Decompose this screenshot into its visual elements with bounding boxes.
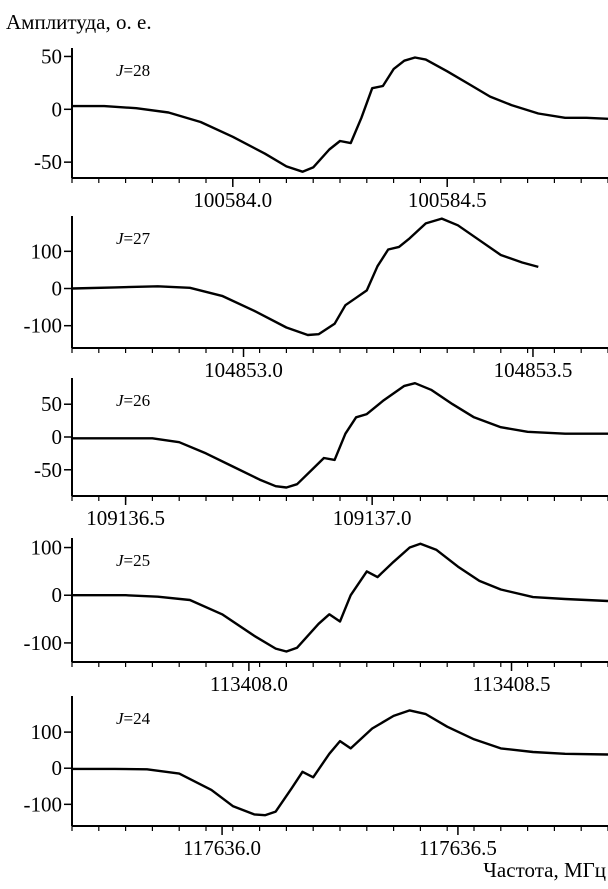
y-axis-title: Амплитуда, о. е. <box>6 10 152 34</box>
y-tick-label: 0 <box>52 277 63 301</box>
x-tick-label: 109136.5 <box>86 506 165 530</box>
panel-annotation: J=27 <box>116 229 151 248</box>
x-tick-label: 100584.0 <box>193 188 272 212</box>
spectrum-line <box>72 542 608 653</box>
y-tick-label: 0 <box>52 425 63 449</box>
y-tick-label: 50 <box>41 44 62 68</box>
x-tick-label: 109137.0 <box>333 506 412 530</box>
x-tick-label: 117636.5 <box>419 836 497 860</box>
spectrum-line <box>71 217 539 337</box>
panel-4: 117636.0 117636.5 100 0 -100 J=24 <box>24 696 608 860</box>
y-tick-label: -50 <box>34 458 62 482</box>
spectrum-line <box>72 56 608 173</box>
y-tick-label: 100 <box>31 720 63 744</box>
panel-annotation: J=26 <box>116 391 150 410</box>
y-tick-label: -100 <box>24 631 63 655</box>
x-tick-label: 117636.0 <box>183 836 261 860</box>
panel-annotation: J=25 <box>116 551 150 570</box>
panel-0: 100584.0 100584.5 50 0 -50 J=28 <box>34 44 608 212</box>
x-tick-label: 113408.5 <box>473 672 551 696</box>
x-tick-label: 104853.5 <box>494 358 573 382</box>
y-tick-label: 0 <box>52 97 63 121</box>
y-tick-label: -50 <box>34 150 62 174</box>
panel-3: 113408.0 113408.5 100 0 -100 J=25 <box>24 536 608 696</box>
spectrum-line <box>72 709 608 817</box>
panel-annotation: J=28 <box>116 61 150 80</box>
spectrum-line <box>72 382 608 489</box>
x-tick-label: 113408.0 <box>210 672 288 696</box>
panel-2: 109136.5 109137.0 50 0 -50 J=26 <box>34 378 608 530</box>
panel-annotation: J=24 <box>116 709 151 728</box>
x-tick-label: 100584.5 <box>408 188 487 212</box>
y-tick-label: -100 <box>24 314 63 338</box>
x-axis-title: Частота, МГц <box>483 858 606 882</box>
x-tick-label: 104853.0 <box>204 358 283 382</box>
y-tick-label: 100 <box>31 536 63 560</box>
y-tick-label: -100 <box>24 792 63 816</box>
y-tick-label: 100 <box>31 239 63 263</box>
y-tick-label: 50 <box>41 392 62 416</box>
y-tick-label: 0 <box>52 756 63 780</box>
panel-1: 104853.0 104853.5 100 0 -100 J=27 <box>24 216 608 382</box>
y-tick-label: 0 <box>52 583 63 607</box>
